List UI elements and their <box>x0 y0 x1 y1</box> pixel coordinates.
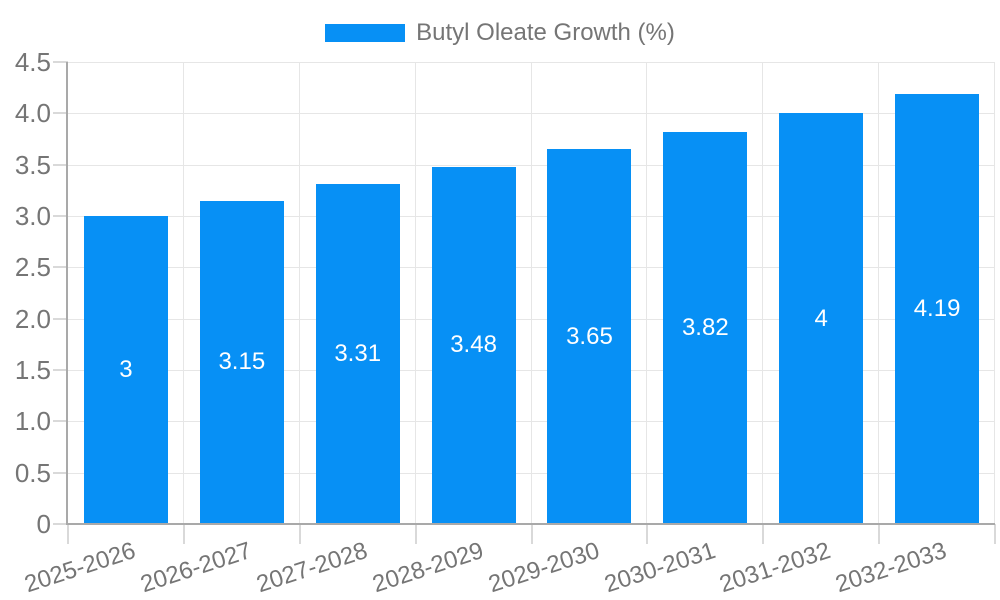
x-axis-label: 2028-2029 <box>369 537 487 599</box>
gridline-horizontal <box>68 216 995 217</box>
y-axis-tick-label: 0 <box>36 509 51 539</box>
x-axis-line <box>66 523 995 525</box>
bar-value-label: 4 <box>814 304 828 332</box>
x-axis-tick <box>878 524 881 544</box>
x-axis-label: 2026-2027 <box>137 537 255 599</box>
y-axis-tick <box>53 112 68 115</box>
legend[interactable]: Butyl Oleate Growth (%) <box>0 19 1000 46</box>
gridline-vertical <box>414 62 416 524</box>
y-axis-tick-label: 0.5 <box>14 457 51 488</box>
bar-2029-2030[interactable]: 3.65 <box>547 149 632 524</box>
bar-value-label: 3.65 <box>566 322 613 350</box>
x-axis-label: 2029-2030 <box>484 537 603 599</box>
legend-swatch-icon <box>325 24 406 42</box>
bar-value-label: 3.31 <box>334 340 382 368</box>
y-axis-line <box>66 62 68 525</box>
y-axis-tick-label: 4.5 <box>14 47 51 77</box>
bar-2027-2028[interactable]: 3.31 <box>315 184 400 524</box>
gridline-horizontal <box>68 113 995 115</box>
gridline-horizontal <box>68 267 995 269</box>
gridline-horizontal <box>68 164 995 166</box>
y-axis-tick <box>53 317 68 320</box>
legend-label: Butyl Oleate Growth (%) <box>416 19 675 46</box>
y-axis-tick <box>53 420 68 423</box>
x-axis-tick <box>298 524 301 544</box>
x-axis-tick <box>994 524 996 544</box>
y-axis-tick-label: 4.0 <box>14 98 51 129</box>
y-axis-tick-label: 3.0 <box>14 201 51 231</box>
bar-value-label: 3.15 <box>218 348 266 376</box>
gridline-horizontal <box>68 318 995 320</box>
x-axis-tick <box>762 524 765 544</box>
gridline-horizontal <box>68 62 995 63</box>
x-axis-label: 2032-2033 <box>832 537 951 599</box>
gridline-vertical <box>298 62 300 524</box>
x-axis-label: 2027-2028 <box>253 537 371 599</box>
y-axis-tick <box>53 163 68 166</box>
bar-value-label: 3.48 <box>450 331 497 359</box>
x-axis-tick <box>530 524 533 544</box>
y-axis-tick-label: 1.5 <box>14 355 51 385</box>
gridline-vertical <box>994 62 995 524</box>
y-axis-tick <box>53 471 68 474</box>
gridline-vertical <box>182 62 184 524</box>
x-axis-tick <box>182 524 185 544</box>
y-axis-tick-label: 1.0 <box>14 406 51 437</box>
bar-value-label: 4.19 <box>913 294 961 322</box>
y-axis-tick <box>53 369 68 371</box>
x-axis-tick <box>646 524 649 544</box>
gridline-horizontal <box>68 370 995 371</box>
y-axis-tick-label: 2.5 <box>14 252 51 283</box>
y-axis-tick <box>53 61 68 63</box>
x-axis-label: 2030-2031 <box>600 537 719 599</box>
bar-2032-2033[interactable]: 4.19 <box>895 93 980 524</box>
bar-2030-2031[interactable]: 3.82 <box>663 131 748 524</box>
y-axis-tick <box>53 215 68 217</box>
y-axis-tick <box>53 523 68 525</box>
y-axis-tick-label: 2.0 <box>14 303 51 334</box>
bar-2031-2032[interactable]: 4 <box>779 113 864 524</box>
gridline-vertical <box>530 62 532 524</box>
y-axis-tick-label: 3.5 <box>14 149 51 180</box>
gridline-vertical <box>646 62 648 524</box>
gridline-vertical <box>762 62 764 524</box>
bar-2026-2027[interactable]: 3.15 <box>199 200 284 524</box>
gridline-horizontal <box>68 472 995 474</box>
x-axis-tick <box>414 524 417 544</box>
bar-value-label: 3 <box>119 356 133 383</box>
bar-value-label: 3.82 <box>681 313 729 341</box>
x-axis-label: 2031-2032 <box>716 537 835 599</box>
x-axis-label: 2025-2026 <box>21 537 139 599</box>
bar-2028-2029[interactable]: 3.48 <box>431 166 516 524</box>
bar-2025-2026[interactable]: 3 <box>83 216 168 524</box>
gridline-horizontal <box>68 421 995 423</box>
gridline-vertical <box>878 62 880 524</box>
x-axis-tick <box>67 524 69 544</box>
plot-area: 3 3.15 3.31 3.48 3.65 3.82 4 4.19 <box>66 62 995 525</box>
y-axis-tick <box>53 266 68 269</box>
